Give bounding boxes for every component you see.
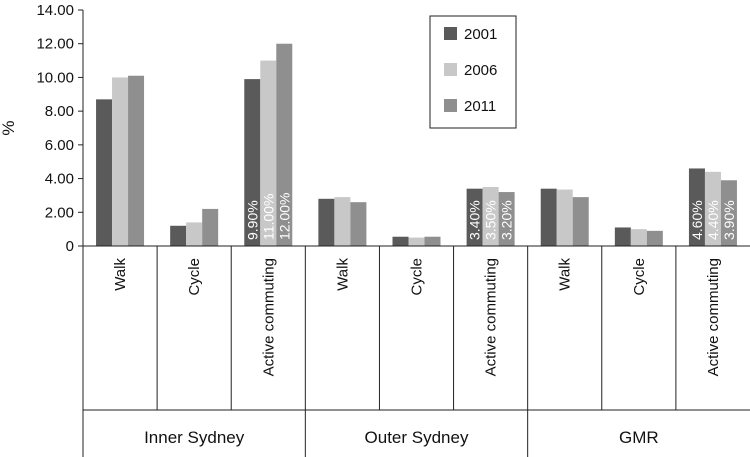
data-label: 4.40% xyxy=(705,200,721,240)
x-category-label: Walk xyxy=(112,258,129,291)
bar-2006 xyxy=(112,77,129,246)
data-label: 12.00% xyxy=(276,193,292,240)
legend-label: 2011 xyxy=(464,98,496,115)
x-category-label: Walk xyxy=(557,258,574,291)
x-category-label: Active commuting xyxy=(260,258,277,376)
bar-2006 xyxy=(334,197,351,246)
bar-2011 xyxy=(498,192,515,246)
y-tick-label: 2.00 xyxy=(45,204,74,221)
y-tick-label: 10.00 xyxy=(36,69,74,86)
bar-2001 xyxy=(392,236,409,246)
bar-2011 xyxy=(350,202,367,246)
bar-2006 xyxy=(186,222,203,246)
bar-2001 xyxy=(244,79,261,246)
group-label: GMR xyxy=(619,428,659,447)
y-tick-label: 0 xyxy=(66,238,74,255)
bar-2011 xyxy=(646,230,663,246)
bar-2001 xyxy=(96,99,113,246)
y-tick-label: 12.00 xyxy=(36,36,74,53)
data-label: 3.20% xyxy=(499,200,515,240)
bar-2006 xyxy=(260,60,277,247)
legend-label: 2006 xyxy=(464,62,497,79)
bar-2011 xyxy=(276,43,293,246)
x-category-label: Cycle xyxy=(631,258,648,296)
y-tick-label: 8.00 xyxy=(45,103,74,120)
data-label: 4.60% xyxy=(689,200,705,240)
data-label: 9.90% xyxy=(244,200,260,240)
bar-2006 xyxy=(482,187,499,246)
bar-2006 xyxy=(556,189,573,246)
bar-2006 xyxy=(408,237,425,246)
legend-swatch xyxy=(444,99,457,112)
data-label: 3.40% xyxy=(467,200,483,240)
x-axis: Walk Cycle Active commuting Inner Sydney Wal… xyxy=(82,245,750,457)
bar-2001 xyxy=(688,168,705,246)
group-label: Outer Sydney xyxy=(365,428,469,447)
x-category-label: Walk xyxy=(334,258,351,291)
bar-2006 xyxy=(630,229,647,246)
legend: 2001 2006 2011 xyxy=(429,15,517,129)
bar-2001 xyxy=(318,198,335,246)
bar-2006 xyxy=(704,171,721,246)
y-axis-label: % xyxy=(0,120,18,135)
data-label: 3.50% xyxy=(483,200,499,240)
legend-swatch xyxy=(444,27,457,40)
x-category-label: Active commuting xyxy=(483,258,500,376)
bar-2001 xyxy=(614,227,631,246)
x-category-label: Active commuting xyxy=(705,258,722,376)
bar-2011 xyxy=(720,180,737,246)
data-label: 3.90% xyxy=(721,200,737,240)
bars: 9.90% 11.00% 12.00% 3.40% 3.50% 3.20% 4.60% 4.4… xyxy=(96,43,737,247)
bar-2011 xyxy=(202,208,219,246)
bar-2001 xyxy=(170,225,187,246)
data-label: 11.00% xyxy=(260,194,276,240)
legend-swatch xyxy=(444,63,457,76)
x-category-label: Cycle xyxy=(409,258,426,296)
y-tick-label: 6.00 xyxy=(45,137,74,154)
bar-2001 xyxy=(466,188,483,246)
bar-2011 xyxy=(128,75,145,246)
legend-label: 2001 xyxy=(464,26,497,43)
y-tick-label: 14.00 xyxy=(36,2,74,19)
group-label: Inner Sydney xyxy=(144,428,245,447)
x-category-label: Cycle xyxy=(186,258,203,296)
y-axis: 0 2.00 4.00 6.00 8.00 10.00 12.00 14.00 xyxy=(36,2,84,255)
bar-2011 xyxy=(572,197,589,246)
bar-2011 xyxy=(424,236,441,246)
y-tick-label: 4.00 xyxy=(45,171,74,188)
bar-2001 xyxy=(540,188,557,246)
